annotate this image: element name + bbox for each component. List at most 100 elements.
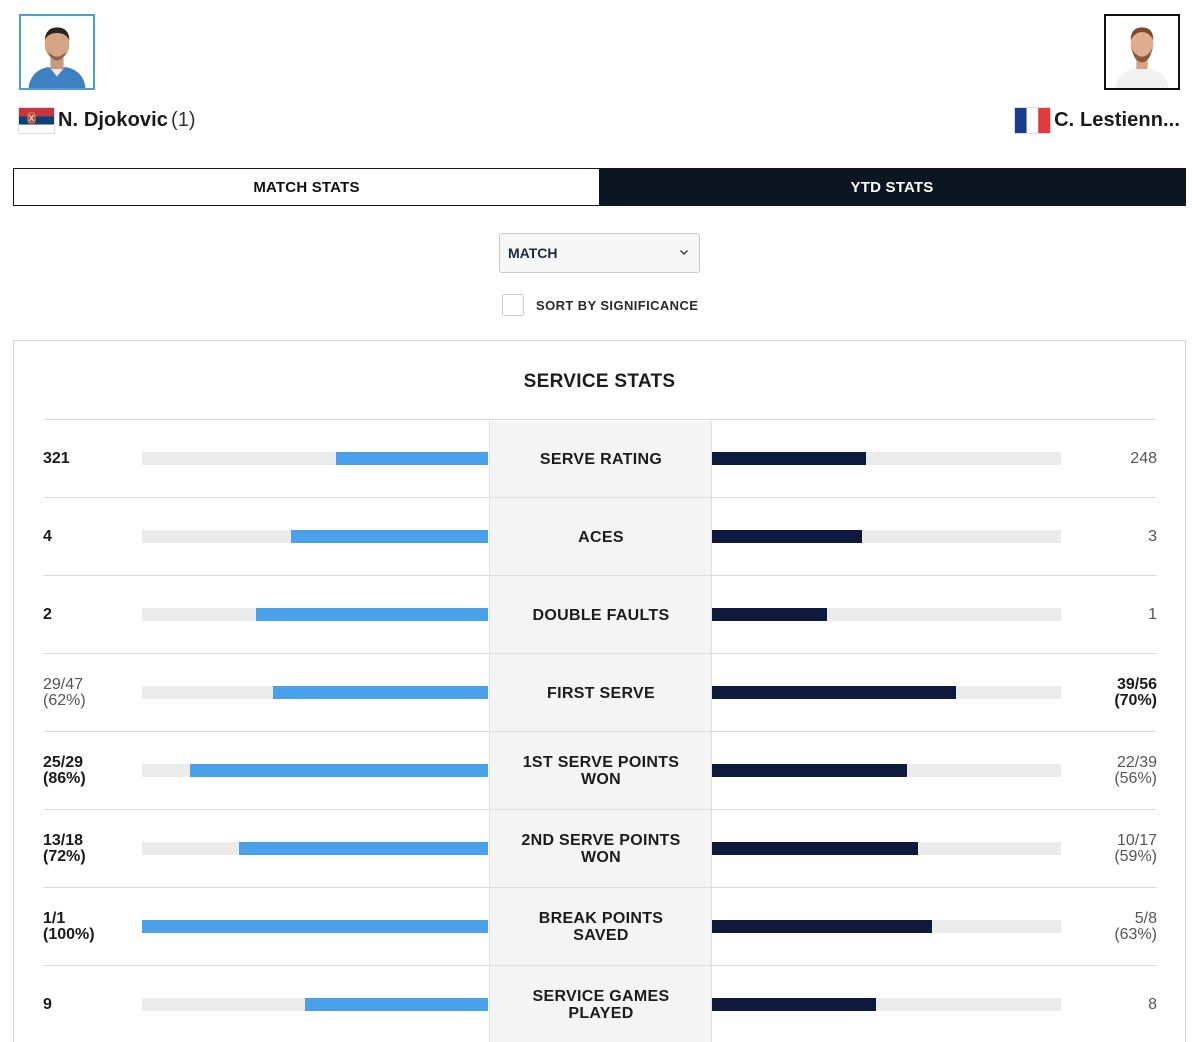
player-right-header: C. Lestienn... [1015, 106, 1180, 134]
stat-bar-left [142, 998, 488, 1011]
match-filter-select[interactable]: MATCH [499, 233, 700, 273]
stat-value-left-line: (86%) [43, 770, 86, 787]
player-left-header: N. Djokovic (1) [19, 106, 195, 134]
stat-value-left: 4 [43, 498, 133, 576]
stat-value-right-line: 10/17 [1116, 832, 1157, 849]
stat-label: BREAK POINTS SAVED [538, 910, 664, 944]
stat-bar-left-fill [336, 452, 488, 465]
tab-match-stats[interactable]: MATCH STATS [14, 169, 599, 205]
stat-bar-left [142, 920, 488, 933]
row-divider [43, 497, 1157, 498]
stat-row: 321 SERVE RATING 248 [43, 420, 1157, 498]
stat-bar-right [712, 686, 1061, 699]
stat-value-left-line: (72%) [43, 848, 86, 865]
player-photo-lestienne-icon [1106, 16, 1178, 88]
stat-bar-right [712, 920, 1061, 933]
stat-value-right: 8 [1067, 966, 1157, 1042]
player-photo-left[interactable] [19, 14, 95, 90]
stat-bar-left-fill [142, 920, 488, 933]
stat-value-right-line: 39/56 [1116, 676, 1157, 693]
stat-bar-left [142, 686, 488, 699]
stat-bar-left-fill [190, 764, 488, 777]
section-title: SERVICE STATS [523, 371, 676, 392]
stat-row: 29/47 (62%) FIRST SERVE 39/56 (70%) [43, 654, 1157, 732]
france-flag-icon [1015, 107, 1051, 133]
stat-value-right: 5/8 (63%) [1067, 888, 1157, 966]
sort-label: SORT BY SIGNIFICANCE [536, 297, 699, 313]
stat-bar-right [712, 530, 1061, 543]
stat-label: FIRST SERVE [547, 684, 655, 702]
stat-value-left-line: 25/29 [43, 754, 84, 771]
stat-label: SERVICE GAMES PLAYED [532, 988, 670, 1022]
stat-bar-left-fill [256, 608, 488, 621]
stats-tabs: MATCH STATS YTD STATS [13, 168, 1186, 206]
match-filter-value: MATCH [508, 245, 558, 261]
stat-row: 2 DOUBLE FAULTS 1 [43, 576, 1157, 654]
row-divider [43, 731, 1157, 732]
stat-bar-left [142, 764, 488, 777]
stat-value-right-line: 3 [1148, 528, 1157, 545]
stat-bar-left-fill [273, 686, 488, 699]
stat-label: DOUBLE FAULTS [532, 606, 670, 624]
row-divider [43, 965, 1157, 966]
stat-row: 25/29 (86%) 1ST SERVE POINTS WON 22/39 (56%) [43, 732, 1157, 810]
stat-value-right-line: (70%) [1114, 692, 1157, 709]
stat-value-right-line: 22/39 [1116, 754, 1157, 771]
stat-bar-right-fill [712, 686, 956, 699]
stat-value-left-line: 13/18 [43, 832, 84, 849]
section-divider [43, 419, 1157, 420]
stat-value-right: 10/17 (59%) [1067, 810, 1157, 888]
stat-value-right-line: (56%) [1114, 770, 1157, 787]
stat-bar-right [712, 452, 1061, 465]
stat-value-right-line: 8 [1148, 996, 1157, 1013]
sort-by-significance: SORT BY SIGNIFICANCE [502, 294, 698, 316]
stat-value-right: 22/39 (56%) [1067, 732, 1157, 810]
player-right-name[interactable]: C. Lestienn... [1054, 108, 1180, 131]
service-stats-panel: SERVICE STATS 321 SERVE RATING 248 4 ACES 3 2 D… [13, 340, 1186, 1042]
chevron-down-icon [679, 249, 689, 256]
stat-bar-right-fill [712, 998, 876, 1011]
sort-checkbox[interactable] [502, 294, 524, 316]
stat-value-left: 29/47 (62%) [43, 654, 133, 732]
stat-bar-right-fill [712, 608, 827, 621]
stat-bar-left [142, 608, 488, 621]
stat-value-left-line: 4 [43, 528, 52, 545]
stat-value-left-line: 29/47 [43, 676, 84, 693]
stat-row: 13/18 (72%) 2ND SERVE POINTS WON 10/17 (59%) [43, 810, 1157, 888]
stat-value-right-line: (59%) [1114, 848, 1157, 865]
stat-label: ACES [578, 528, 624, 546]
stat-bar-right [712, 764, 1061, 777]
player-photo-djokovic-icon [21, 16, 93, 88]
stat-bar-right-fill [712, 842, 918, 855]
serbia-flag-icon [19, 107, 54, 133]
player-photo-right[interactable] [1104, 14, 1180, 90]
stat-bar-left-fill [239, 842, 488, 855]
stat-value-left: 2 [43, 576, 133, 654]
stat-row: 9 SERVICE GAMES PLAYED 8 [43, 966, 1157, 1042]
stat-bar-right-fill [712, 920, 932, 933]
stat-value-left: 1/1 (100%) [43, 888, 133, 966]
stat-value-left-line: (100%) [43, 926, 95, 943]
stat-bar-left [142, 842, 488, 855]
stat-bar-right-fill [712, 530, 862, 543]
stat-bar-right-fill [712, 764, 907, 777]
stat-bar-left-fill [305, 998, 488, 1011]
stat-bar-left [142, 452, 488, 465]
player-left-name[interactable]: N. Djokovic [58, 108, 169, 131]
row-divider [43, 887, 1157, 888]
stat-value-left-line: 2 [43, 606, 52, 623]
stat-bar-right [712, 842, 1061, 855]
stat-value-right-line: 248 [1130, 450, 1157, 467]
stat-bar-right [712, 608, 1061, 621]
stat-value-left: 13/18 (72%) [43, 810, 133, 888]
stat-value-right: 39/56 (70%) [1067, 654, 1157, 732]
stat-value-right: 3 [1067, 498, 1157, 576]
player-left-seed: (1) [171, 108, 196, 131]
stat-bar-right [712, 998, 1061, 1011]
tab-ytd-stats[interactable]: YTD STATS [599, 169, 1185, 205]
row-divider [43, 809, 1157, 810]
stat-value-right-line: 5/8 [1134, 910, 1157, 927]
stat-row: 1/1 (100%) BREAK POINTS SAVED 5/8 (63%) [43, 888, 1157, 966]
stat-value-right-line: 1 [1148, 606, 1157, 623]
stat-value-left: 25/29 (86%) [43, 732, 133, 810]
